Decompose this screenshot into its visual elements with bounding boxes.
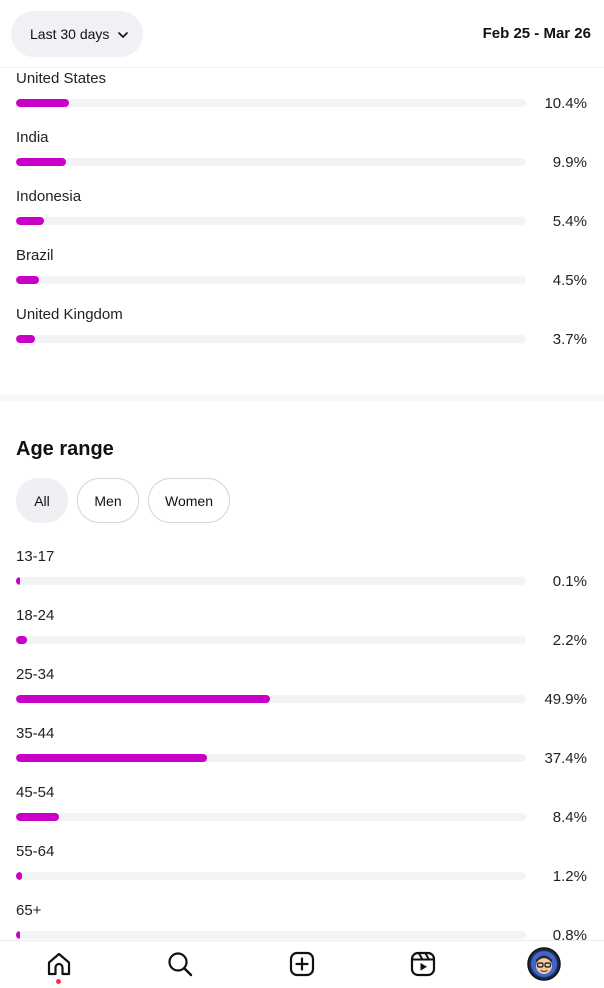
age-percent: 1.2% [552, 868, 587, 885]
country-row: United Kingdom 3.7% [0, 306, 604, 365]
bar-track [16, 577, 526, 585]
country-label: United Kingdom [16, 306, 123, 323]
bar-fill [16, 754, 207, 762]
age-row: 35-44 37.4% [0, 725, 604, 784]
bar-track [16, 636, 526, 644]
bottom-nav [0, 940, 604, 988]
country-row: India 9.9% [0, 129, 604, 188]
age-label: 45-54 [16, 784, 55, 801]
filter-women-label: Women [165, 492, 213, 509]
age-range-title: Age range [16, 438, 114, 460]
bar-fill [16, 99, 70, 107]
create-nav-button[interactable] [285, 949, 319, 983]
header: Last 30 days Feb 25 - Mar 26 [0, 0, 604, 68]
country-label: India [16, 129, 49, 146]
bar-track [16, 931, 526, 939]
age-label: 13-17 [16, 548, 55, 565]
age-row: 13-17 0.1% [0, 548, 604, 607]
profile-avatar-icon [527, 946, 561, 986]
filter-men-label: Men [94, 492, 122, 509]
section-divider [0, 394, 604, 401]
search-icon [166, 950, 194, 983]
bar-track [16, 754, 526, 762]
country-percent: 4.5% [552, 272, 587, 289]
age-percent: 8.4% [552, 809, 587, 826]
bar-fill [16, 577, 20, 585]
age-row: 45-54 8.4% [0, 784, 604, 843]
bar-track [16, 217, 526, 225]
country-label: United States [16, 70, 107, 87]
bar-fill [16, 276, 39, 284]
age-label: 25-34 [16, 666, 55, 683]
home-icon [45, 950, 73, 983]
age-label: 65+ [16, 902, 42, 919]
country-row: Indonesia 5.4% [0, 188, 604, 247]
filter-all-button[interactable]: All [16, 478, 68, 523]
bar-fill [16, 813, 59, 821]
country-row: United States 10.4% [0, 70, 604, 129]
bar-track [16, 813, 526, 821]
bar-track [16, 872, 526, 880]
bar-track [16, 276, 526, 284]
reels-icon [409, 950, 437, 983]
date-range-dropdown[interactable]: Last 30 days [11, 11, 143, 57]
country-label: Indonesia [16, 188, 82, 205]
bar-fill [16, 695, 271, 703]
age-percent: 2.2% [552, 632, 587, 649]
bar-fill [16, 335, 35, 343]
search-nav-button[interactable] [163, 949, 197, 983]
age-row: 18-24 2.2% [0, 607, 604, 666]
bar-track [16, 695, 526, 703]
filter-all-label: All [34, 492, 50, 509]
age-percent: 0.1% [552, 573, 587, 590]
age-percent: 37.4% [544, 750, 587, 767]
country-percent: 5.4% [552, 213, 587, 230]
age-row: 55-64 1.2% [0, 843, 604, 902]
filter-women-button[interactable]: Women [148, 478, 230, 523]
age-label: 18-24 [16, 607, 55, 624]
country-percent: 10.4% [544, 95, 587, 112]
filter-men-button[interactable]: Men [77, 478, 139, 523]
bar-fill [16, 217, 44, 225]
age-label: 35-44 [16, 725, 55, 742]
notification-dot [56, 979, 61, 984]
home-nav-button[interactable] [42, 949, 76, 984]
bar-track [16, 99, 526, 107]
age-row: 65+ 0.8% [0, 902, 604, 961]
country-label: Brazil [16, 247, 54, 264]
date-range-text: Feb 25 - Mar 26 [482, 25, 591, 42]
age-label: 55-64 [16, 843, 55, 860]
country-percent: 9.9% [552, 154, 587, 171]
age-row: 25-34 49.9% [0, 666, 604, 725]
bar-fill [16, 636, 28, 644]
country-row: Brazil 4.5% [0, 247, 604, 306]
reels-nav-button[interactable] [406, 949, 440, 983]
bar-fill [16, 931, 21, 939]
bar-track [16, 335, 526, 343]
bar-track [16, 158, 526, 166]
chevron-down-icon [117, 28, 129, 40]
bar-fill [16, 872, 23, 880]
country-percent: 3.7% [552, 331, 587, 348]
date-range-dropdown-label: Last 30 days [30, 26, 110, 42]
bar-fill [16, 158, 67, 166]
create-icon [288, 950, 316, 983]
age-percent: 0.8% [552, 927, 587, 944]
profile-nav-button[interactable] [527, 946, 561, 986]
age-percent: 49.9% [544, 691, 587, 708]
